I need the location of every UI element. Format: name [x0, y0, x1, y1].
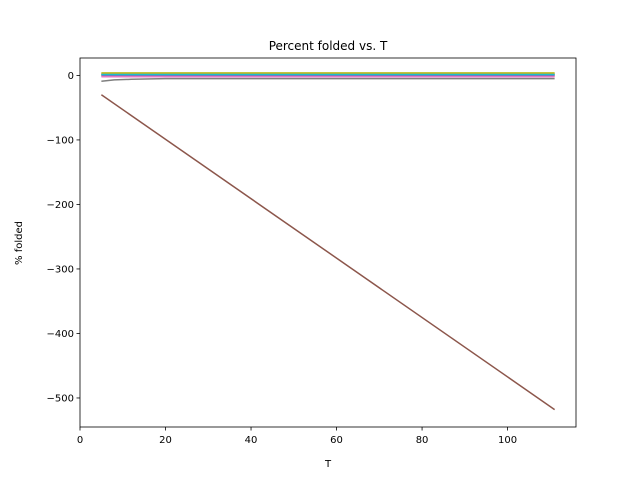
y-tick-label: −100 [47, 135, 74, 146]
y-tick-label: −300 [47, 264, 74, 275]
series-line-6 [100, 94, 556, 411]
chart-title: Percent folded vs. T [269, 39, 388, 53]
y-tick-label: −200 [47, 200, 74, 211]
x-tick-label: 60 [330, 435, 343, 446]
x-axis-label: T [324, 459, 332, 470]
x-tick-label: 0 [77, 435, 83, 446]
series-line-8 [101, 77, 555, 82]
x-tick-label: 80 [416, 435, 429, 446]
x-tick-label: 40 [245, 435, 258, 446]
plot-area: 0 20 40 60 80 100 0 −100 −200 −300 −400 −500 [47, 57, 577, 446]
x-tick-label: 20 [159, 435, 172, 446]
y-tick-label: −500 [47, 393, 74, 404]
y-axis-label: % folded [14, 221, 25, 265]
plot-frame [79, 57, 577, 428]
y-tick-label: 0 [68, 71, 74, 82]
x-tick-label: 100 [498, 435, 517, 446]
y-tick-label: −400 [47, 329, 74, 340]
